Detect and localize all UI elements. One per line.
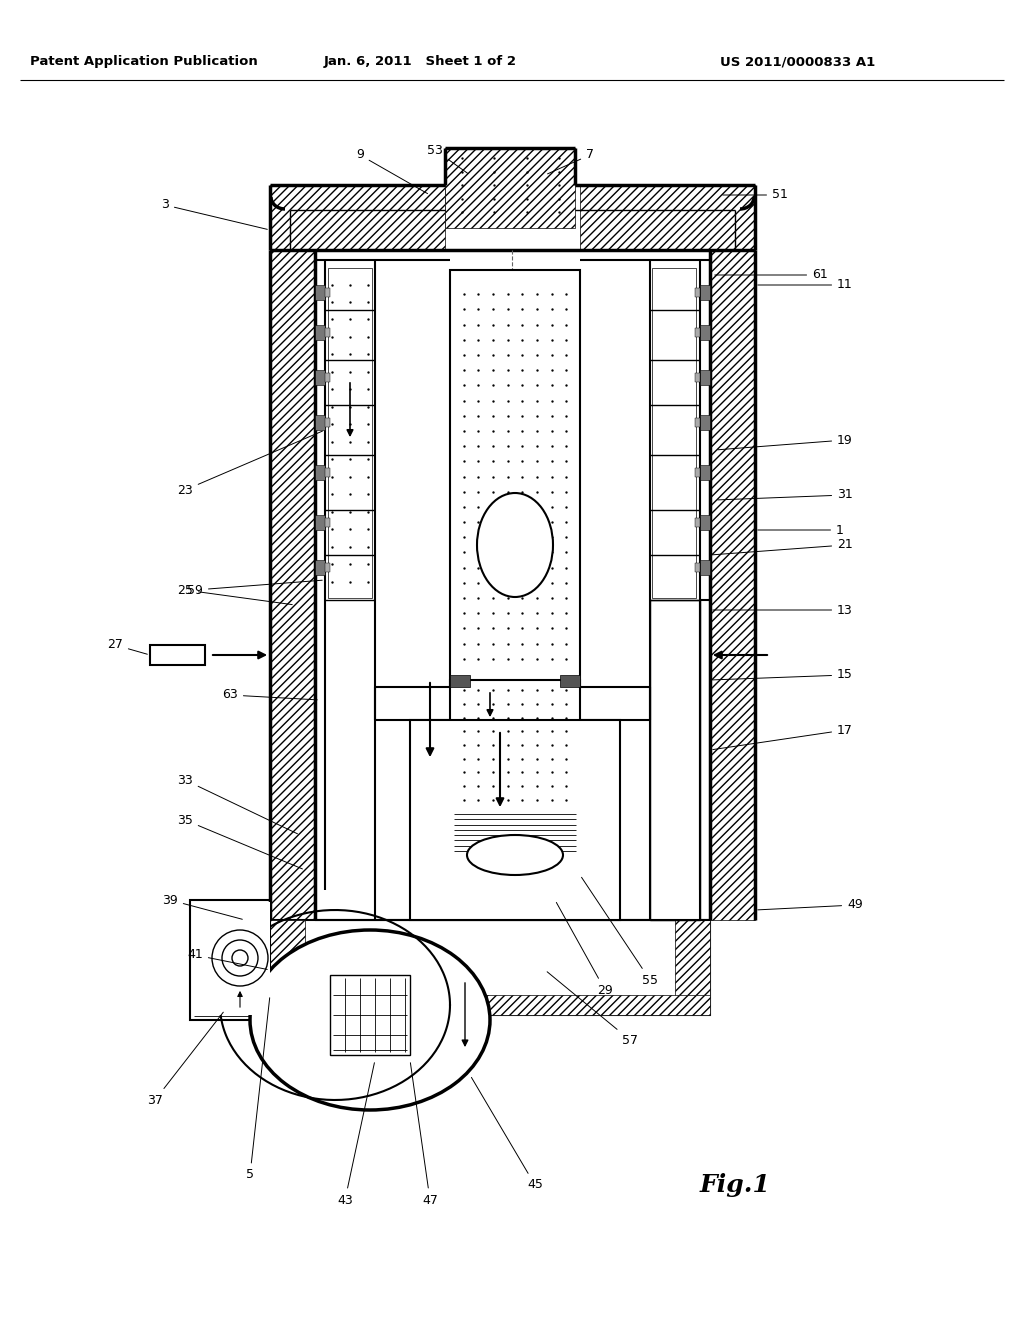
Text: 23: 23 [177,432,323,496]
Text: 21: 21 [713,539,853,554]
Bar [450,675,470,686]
Bar [445,148,575,228]
Text: 15: 15 [713,668,853,681]
Bar [270,249,315,920]
Text: 43: 43 [337,1063,375,1206]
Bar [410,870,620,917]
Circle shape [212,931,268,986]
Bar [700,325,710,341]
Text: 47: 47 [411,1063,438,1206]
Bar [450,810,580,855]
Bar [450,680,580,810]
Text: 41: 41 [187,949,267,969]
Bar [695,517,700,527]
Ellipse shape [467,836,563,875]
Text: 51: 51 [723,189,787,202]
Bar [315,370,325,385]
Text: 57: 57 [547,972,638,1047]
Bar [325,564,330,572]
Text: 53: 53 [427,144,468,173]
Circle shape [222,940,258,975]
Text: 39: 39 [162,894,243,919]
Bar [190,900,270,1020]
Text: Jan. 6, 2011   Sheet 1 of 2: Jan. 6, 2011 Sheet 1 of 2 [324,55,516,69]
Bar [695,418,700,426]
Bar [315,325,325,341]
Bar [315,515,325,531]
Bar [325,418,330,426]
Text: 9: 9 [356,149,428,194]
Text: 35: 35 [177,813,302,869]
Text: 37: 37 [147,1012,223,1106]
Bar [450,271,580,685]
Bar [270,920,305,1015]
Bar [193,902,270,1015]
Text: 25: 25 [177,583,292,605]
Bar [315,414,325,430]
Text: 33: 33 [177,774,298,834]
Text: 59: 59 [187,581,323,597]
Text: 13: 13 [713,603,853,616]
Text: 5: 5 [246,998,269,1181]
Bar [695,288,700,297]
Bar [700,560,710,576]
Bar [325,517,330,527]
Bar [325,327,330,337]
Text: 55: 55 [582,878,658,986]
Text: 29: 29 [556,903,613,997]
Bar [315,285,325,300]
Bar [695,327,700,337]
Text: 7: 7 [548,149,594,174]
Text: 1: 1 [758,524,844,536]
Bar [325,288,330,297]
Text: Patent Application Publication: Patent Application Publication [30,55,258,69]
Bar [700,285,710,300]
Bar [695,564,700,572]
Bar [652,268,696,598]
Bar [325,374,330,381]
Bar [150,645,205,665]
Text: 17: 17 [713,723,853,750]
Bar [410,719,620,920]
Text: US 2011/0000833 A1: US 2011/0000833 A1 [720,55,876,69]
Bar [270,920,710,1015]
Bar [695,374,700,381]
Bar [675,920,710,1015]
Bar [700,465,710,480]
Bar [695,469,700,477]
Bar [325,469,330,477]
Bar [330,975,410,1055]
Text: 19: 19 [718,433,853,450]
Bar [580,185,755,249]
Text: 63: 63 [222,689,317,701]
Bar [700,515,710,531]
Bar [700,370,710,385]
Text: 31: 31 [718,488,853,502]
Bar [700,414,710,430]
Text: 3: 3 [161,198,267,230]
Bar [650,601,700,920]
Ellipse shape [477,492,553,597]
Text: Fig.1: Fig.1 [700,1173,771,1197]
Text: 27: 27 [108,639,147,655]
Text: 49: 49 [758,899,863,912]
Ellipse shape [250,931,490,1110]
Bar [315,465,325,480]
Bar [328,268,372,598]
Bar [270,185,445,249]
Text: 45: 45 [471,1077,543,1192]
Text: 61: 61 [715,268,827,281]
Bar [270,995,710,1015]
Bar [315,560,325,576]
Text: 11: 11 [758,279,853,292]
Bar [560,675,580,686]
Circle shape [232,950,248,966]
Bar [710,249,755,920]
